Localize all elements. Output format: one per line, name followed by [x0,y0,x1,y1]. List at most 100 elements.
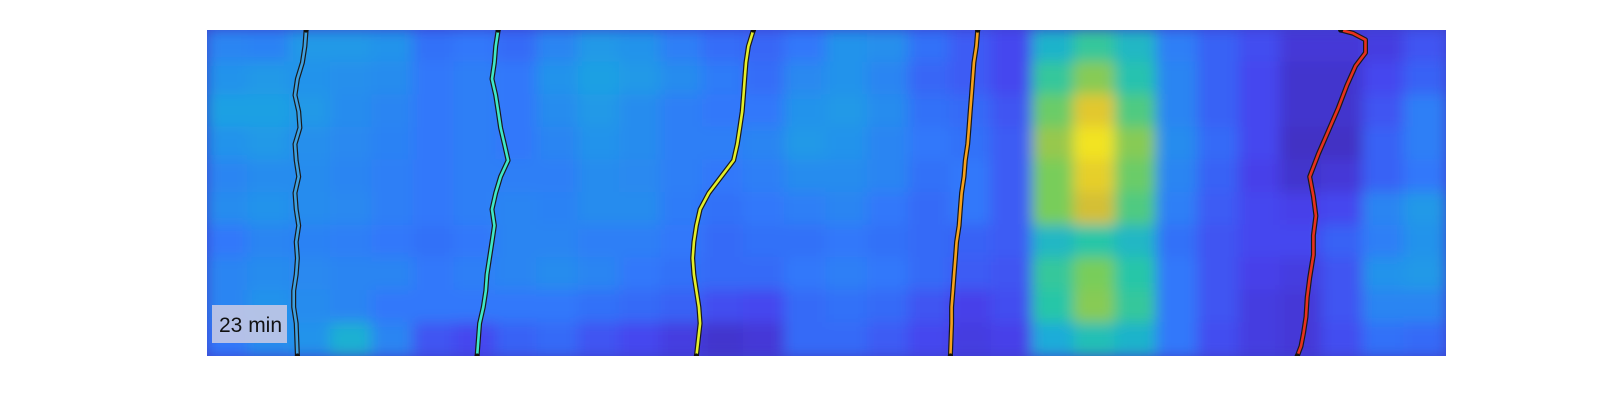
heatmap-cell [495,224,539,260]
heatmap-cell [371,159,415,194]
heatmap-cell [1155,30,1200,64]
heatmap-cell [1114,159,1158,194]
heatmap-cell [329,61,374,97]
heatmap-cell [495,30,539,64]
heatmap-cell [536,224,580,260]
heatmap-cell [784,30,828,64]
heatmap-cell [990,257,1034,292]
track-endpoint-2-start [495,30,501,33]
heatmap-cell [619,159,663,194]
heatmap-cell [1155,192,1200,227]
heatmap-cell [1403,224,1446,260]
heatmap-cell [660,94,704,129]
heatmap-cell [619,192,663,227]
heatmap-cell [742,289,787,325]
heatmap-cell [1073,159,1117,194]
heatmap-cell [536,159,580,194]
heatmap-cell [1073,192,1117,227]
heatmap-cell [908,30,952,64]
heatmap-cell [577,192,621,227]
heatmap-cell [1279,30,1324,64]
heatmap-cell [908,224,952,260]
heatmap-cell [1073,257,1117,292]
heatmap-cell [1073,224,1117,260]
heatmap-cell [207,224,250,260]
heatmap-cell [247,30,291,64]
heatmap-cell [536,94,580,129]
heatmap-cell [1114,126,1158,162]
heatmap-cell [784,257,828,292]
heatmap-cell [1032,94,1076,129]
heatmap-cell [412,257,456,292]
track-endpoint-5-end [1294,353,1300,356]
heatmap-cell [784,322,828,356]
heatmap-cell [371,322,415,356]
heatmap-cell [1238,61,1282,97]
heatmap-cell [619,289,663,325]
heatmap-cell [784,61,828,97]
heatmap-cell [329,289,374,325]
heatmap-cell [329,257,374,292]
heatmap-cell [701,257,745,292]
heatmap-cell [1197,94,1241,129]
heatmap-cell [371,257,415,292]
heatmap-cell [1114,322,1158,356]
heatmap-cell [908,257,952,292]
heatmap-cell [908,61,952,97]
heatmap-cell [1362,94,1406,129]
heatmap-cell [1155,61,1200,97]
heatmap-cell [577,126,621,162]
heatmap-cell [1114,257,1158,292]
heatmap-cell [701,30,745,64]
heatmap-cell [536,322,580,356]
heatmap-cell [866,126,911,162]
heatmap-cell [866,224,911,260]
heatmap-cell [1403,159,1446,194]
heatmap-cell [1197,159,1241,194]
heatmap-cell [577,30,621,64]
heatmap-cell [660,61,704,97]
heatmap-cell [1197,126,1241,162]
heatmap-cell [825,322,869,356]
heatmap-cell [577,61,621,97]
heatmap-cell [1403,192,1446,227]
heatmap-cell [329,192,374,227]
heatmap-cell [1321,257,1365,292]
heatmap-cell [412,322,456,356]
track-line-3 [691,30,755,356]
heatmap-cell [1032,61,1076,97]
heatmap-cell [1073,94,1117,129]
heatmap-cell [1362,30,1406,64]
heatmap-cell [866,94,911,129]
heatmap-cell [619,61,663,97]
heatmap-cell [742,61,787,97]
heatmap-cell [371,61,415,97]
heatmap-cell [1032,159,1076,194]
heatmap-cell [1403,289,1446,325]
heatmap-cell [495,257,539,292]
heatmap-cell [329,126,374,162]
heatmap-cell [577,257,621,292]
heatmap-cell [1238,159,1282,194]
heatmap-cell [990,126,1034,162]
heatmap-cell [1403,257,1446,292]
heatmap-cell [1238,257,1282,292]
heatmap-cell [577,159,621,194]
heatmap-cell [784,224,828,260]
heatmap-cells [207,30,1446,356]
heatmap-cell [1073,289,1117,325]
heatmap-cell [742,126,787,162]
time-label-box [212,305,287,343]
heatmap-cell [1321,322,1365,356]
heatmap-cell [701,322,745,356]
heatmap-cell [660,30,704,64]
heatmap-cell [288,30,332,64]
heatmap-cell [1197,192,1241,227]
heatmap-cell [329,30,374,64]
heatmap-cell [1114,94,1158,129]
heatmap-cell [908,322,952,356]
heatmap-cell [784,192,828,227]
heatmap-cell [329,224,374,260]
heatmap-cell [247,192,291,227]
